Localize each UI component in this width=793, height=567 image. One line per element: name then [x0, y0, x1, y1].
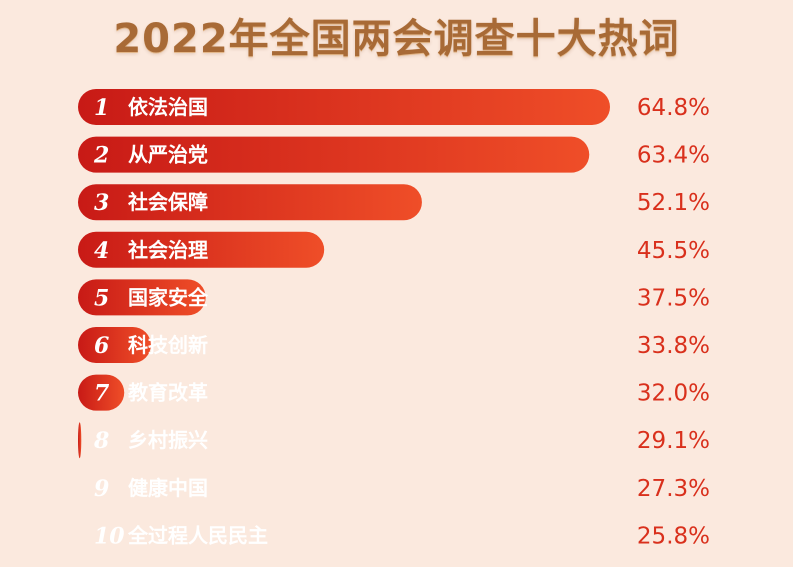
bar: [78, 231, 325, 268]
bar: [78, 136, 590, 173]
value-label: 63.4%: [637, 143, 710, 169]
category-label: 乡村振兴: [128, 428, 208, 452]
value-label: 27.3%: [637, 476, 710, 502]
value-label: 32.0%: [637, 381, 710, 407]
rank-label: 1: [94, 95, 109, 121]
category-label: 国家安全: [128, 285, 209, 309]
value-label: 29.1%: [637, 428, 710, 454]
rank-label: 6: [94, 333, 109, 359]
rank-label: 10: [94, 523, 125, 549]
rank-label: 7: [94, 381, 110, 407]
category-label: 依法治国: [128, 95, 208, 119]
bar: [78, 184, 422, 221]
chart-title: 2022年全国两会调查十大热词: [113, 16, 680, 62]
category-label: 社会保障: [127, 190, 208, 214]
bar: [78, 279, 206, 316]
bar: [78, 327, 151, 363]
rank-label: 9: [94, 476, 109, 502]
bar: [78, 89, 610, 125]
rank-label: 8: [93, 428, 109, 454]
category-label: 全过程人民民主: [127, 523, 268, 547]
bar: [78, 422, 82, 459]
rank-label: 4: [94, 238, 109, 264]
value-label: 37.5%: [637, 285, 710, 311]
value-label: 52.1%: [637, 190, 710, 216]
value-label: 45.5%: [637, 238, 710, 264]
category-label: 从严治党: [128, 143, 208, 167]
category-label: 社会治理: [127, 238, 208, 262]
bar: [78, 374, 125, 411]
rank-label: 2: [93, 143, 109, 169]
value-label: 25.8%: [637, 523, 710, 549]
rank-label: 5: [94, 285, 109, 311]
value-label: 33.8%: [637, 333, 710, 359]
category-label: 科技创新: [128, 333, 208, 357]
value-label: 64.8%: [637, 95, 710, 121]
category-label: 健康中国: [128, 476, 208, 500]
category-label: 教育改革: [128, 381, 208, 405]
rank-label: 3: [94, 190, 109, 216]
